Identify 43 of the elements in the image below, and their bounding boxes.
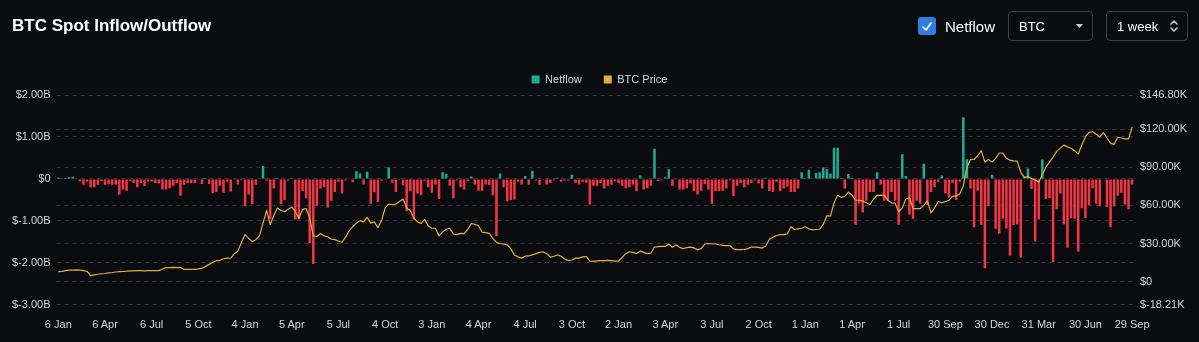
x-tick-label: 6 Apr (92, 318, 119, 331)
y2-tick-label: $60.00K (1139, 198, 1182, 211)
y2-tick-label: $0 (1139, 274, 1153, 287)
y-tick-label: $-1.00B (12, 213, 51, 226)
y2-tick-label: $30.00K (1139, 236, 1182, 249)
y-tick-label: $0 (38, 171, 51, 184)
x-tick-label: 5 Oct (185, 318, 212, 331)
y-tick-label: $2.00B (15, 88, 51, 101)
x-tick-label: 1 Apr (839, 318, 866, 331)
y2-tick-label: $120.00K (1139, 122, 1188, 135)
x-tick-label: 4 Oct (371, 318, 399, 331)
y-tick-label: $-2.00B (12, 255, 51, 268)
y2-tick-label: $90.00K (1139, 160, 1182, 173)
x-tick-label: 3 Oct (558, 318, 586, 331)
x-tick-label: 6 Jul (140, 318, 164, 331)
legend-label: Netflow (545, 72, 582, 85)
y-tick-label: $1.00B (15, 129, 51, 142)
x-tick-label: 3 Apr (652, 318, 679, 331)
text: Netflow (944, 17, 995, 35)
y2-tick-label: $-18.21K (1139, 297, 1186, 310)
x-tick-label: 30 Sep (927, 318, 963, 331)
x-tick-label: 6 Jan (44, 318, 72, 331)
y2-tick-label: $146.80K (1139, 88, 1188, 101)
chart-title: BTC Spot Inflow/Outflow (12, 16, 212, 36)
x-tick-label: 3 Jan (418, 318, 446, 331)
x-tick-label: 4 Apr (465, 318, 492, 331)
x-tick-label: 2 Jan (605, 318, 633, 331)
x-tick-label: 5 Jul (326, 318, 351, 331)
x-tick-label: 30 Jun (1068, 318, 1102, 331)
x-tick-label: 4 Jul (513, 318, 537, 331)
x-tick-label: 3 Jul (700, 318, 724, 331)
x-tick-label: 2 Oct (745, 318, 772, 331)
x-tick-label: 1 Jul (887, 318, 911, 331)
legend-label: BTC Price (617, 72, 668, 85)
x-tick-label: 1 Jan (791, 318, 819, 331)
y-tick-label: $-3.00B (12, 297, 51, 310)
dropdown: BTC (1008, 11, 1093, 41)
x-tick-label: 29 Sep (1114, 318, 1150, 331)
x-tick-label: 30 Dec (974, 318, 1010, 331)
x-tick-label: 4 Jan (231, 318, 259, 331)
dropdown: 1 week (1106, 11, 1188, 41)
x-tick-label: 5 Apr (278, 318, 305, 331)
x-tick-label: 31 Mar (1021, 318, 1057, 331)
